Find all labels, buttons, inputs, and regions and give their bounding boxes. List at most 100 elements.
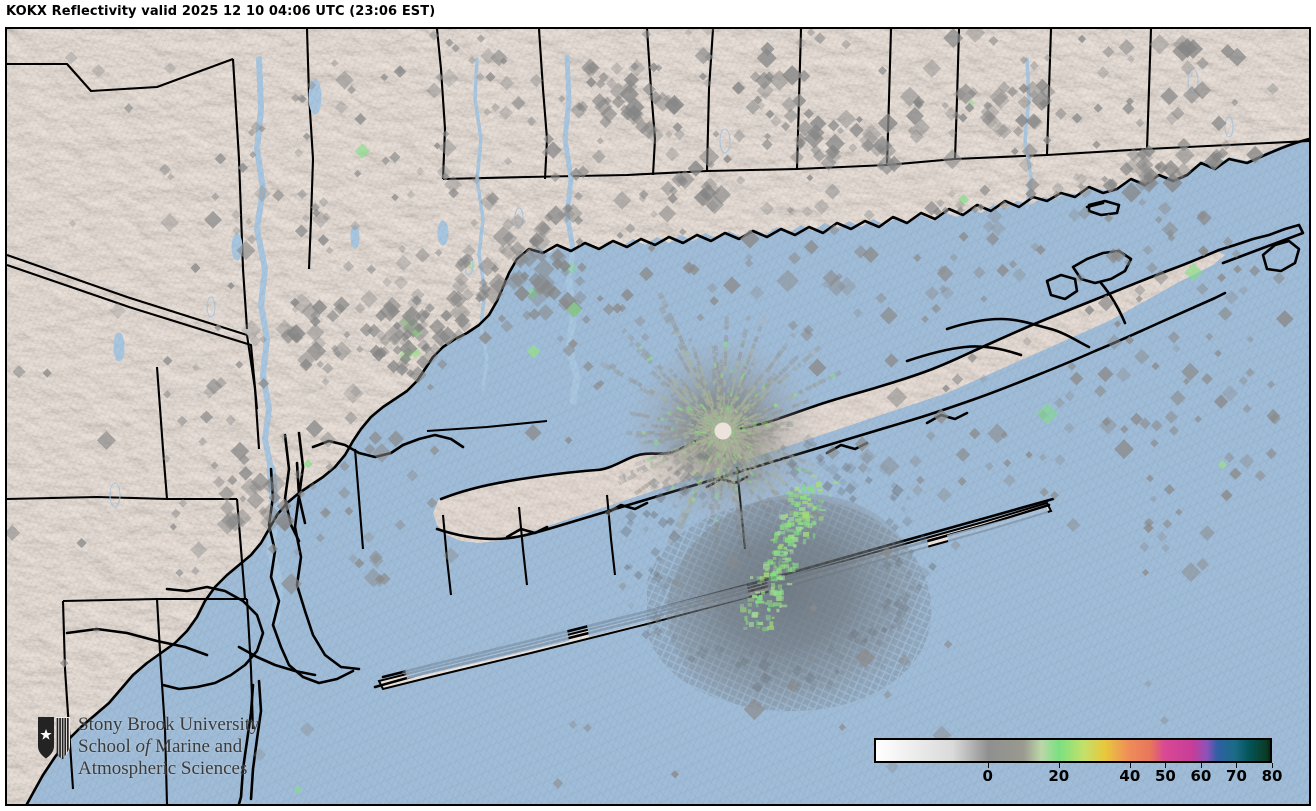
radar-gate <box>628 341 635 347</box>
radar-gate <box>1149 34 1170 55</box>
radar-gate <box>275 513 294 532</box>
radar-gate <box>697 435 704 440</box>
radar-gate <box>1156 531 1168 543</box>
radar-gate <box>733 466 738 474</box>
radar-gate <box>798 512 804 515</box>
sbu-line-3: Atmospheric Sciences <box>78 758 248 779</box>
radar-gate <box>704 52 714 62</box>
radar-gate <box>272 189 285 202</box>
radar-gate <box>713 644 725 655</box>
radar-gate <box>683 431 691 435</box>
radar-gate <box>1096 66 1110 80</box>
radar-gate <box>662 413 667 418</box>
radar-gate <box>682 475 689 483</box>
radar-gate <box>996 123 1012 140</box>
radar-gate <box>670 533 676 538</box>
radar-map-frame[interactable]: Stony Brook University School of Marine … <box>5 27 1311 806</box>
radar-gate <box>744 253 754 262</box>
radar-gate <box>691 346 697 353</box>
radar-gate <box>780 514 786 520</box>
radar-gate <box>552 778 564 789</box>
radar-gate <box>671 330 677 335</box>
radar-gate <box>773 602 779 607</box>
radar-gate <box>720 373 724 379</box>
radar-gate <box>237 162 249 173</box>
radar-gate <box>767 607 771 611</box>
radar-gate <box>625 223 636 234</box>
radar-gate <box>771 448 778 453</box>
radar-gate <box>749 424 754 428</box>
radar-gate <box>616 231 624 239</box>
radar-gate <box>1233 264 1242 274</box>
radar-gate <box>989 220 1006 237</box>
radar-gate <box>1196 558 1210 571</box>
radar-gate <box>710 463 715 469</box>
radar-map-canvas[interactable]: Stony Brook University School of Marine … <box>7 29 1309 804</box>
radar-gate <box>836 486 847 497</box>
radar-gate <box>639 121 658 140</box>
radar-gate <box>746 384 752 392</box>
radar-gate <box>776 455 781 460</box>
radar-gate <box>745 449 752 455</box>
radar-gate <box>795 37 807 49</box>
radar-gate <box>454 272 469 287</box>
radar-gate <box>720 386 724 393</box>
radar-gate <box>786 549 793 552</box>
radar-gate <box>825 679 836 691</box>
radar-gate <box>376 330 388 342</box>
radar-gate <box>810 474 817 478</box>
radar-gate <box>250 472 271 492</box>
radar-gate <box>676 352 683 360</box>
radar-gate <box>694 430 700 433</box>
radar-gate <box>565 301 583 318</box>
radar-gate <box>737 435 745 440</box>
radar-gate <box>737 464 743 472</box>
radar-gate <box>931 303 941 314</box>
radar-gate <box>736 465 740 469</box>
radar-gate <box>1097 366 1114 383</box>
radar-gate <box>809 603 818 612</box>
radar-gate <box>752 449 759 455</box>
radar-gate <box>798 521 804 526</box>
page-title: KOKX Reflectivity valid 2025 12 10 04:06… <box>6 4 436 19</box>
radar-gate <box>725 453 729 458</box>
radar-gate <box>325 462 334 472</box>
radar-gate <box>749 481 755 488</box>
radar-gate <box>665 146 680 162</box>
colorbar-tick-label: 80 <box>1261 767 1283 785</box>
radar-gate <box>703 78 712 88</box>
radar-gate <box>752 423 757 427</box>
radar-gate <box>694 449 700 455</box>
radar-gate <box>917 566 931 580</box>
radar-gate <box>1149 495 1158 503</box>
radar-gate <box>745 473 755 483</box>
radar-gate <box>952 87 967 101</box>
radar-gate <box>675 397 680 402</box>
radar-gate <box>1224 290 1239 305</box>
radar-gate <box>755 626 761 629</box>
radar-gate <box>777 561 781 566</box>
radar-gate <box>604 363 613 371</box>
radar-gate <box>1075 273 1085 283</box>
radar-gate <box>696 313 705 322</box>
radar-gate <box>1054 397 1065 409</box>
radar-gate <box>767 559 774 565</box>
radar-gate <box>671 322 679 331</box>
radar-gate <box>731 429 738 432</box>
radar-gate <box>406 190 416 200</box>
radar-gate <box>691 490 696 495</box>
radar-gate <box>1022 337 1032 347</box>
radar-gate <box>760 393 767 399</box>
radar-gate <box>744 389 750 395</box>
radar-gate <box>669 317 676 325</box>
radar-gate <box>792 562 799 569</box>
radar-gate <box>805 524 810 528</box>
radar-gate <box>529 73 544 88</box>
radar-gate <box>727 480 731 485</box>
radar-gate <box>763 564 770 570</box>
radar-gate <box>859 626 868 635</box>
radar-gate <box>528 236 540 247</box>
radar-gate <box>285 325 301 341</box>
radar-gate <box>685 387 690 392</box>
radar-gate <box>605 78 618 90</box>
